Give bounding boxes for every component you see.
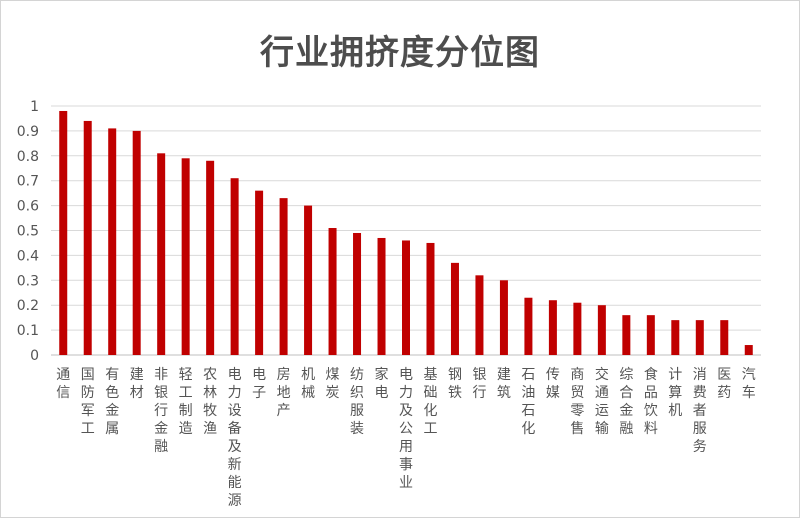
y-tick-label: 0.2 — [17, 298, 39, 314]
x-tick-label: 石油石化 — [521, 367, 535, 437]
bar-5 — [181, 158, 190, 355]
bar-18 — [499, 280, 508, 355]
bar-28 — [744, 345, 753, 355]
bar-12 — [353, 232, 362, 355]
bar-27 — [720, 320, 729, 355]
x-tick-label: 钢铁 — [448, 367, 462, 401]
bar-9 — [279, 198, 288, 355]
bar-1 — [83, 120, 92, 355]
x-tick-label: 机械 — [301, 367, 315, 401]
y-tick-label: 0.5 — [17, 224, 39, 240]
bar-2 — [108, 128, 117, 355]
bar-16 — [450, 262, 459, 355]
bar-7 — [230, 178, 239, 355]
y-tick-label: 0.3 — [17, 273, 39, 289]
x-tick-label: 纺织服装 — [350, 367, 364, 437]
x-tick-label: 医药 — [717, 367, 731, 401]
x-tick-label: 建材 — [130, 367, 144, 401]
x-tick-label: 农林牧渔 — [203, 367, 217, 437]
x-tick-label: 电力及公用事业 — [399, 367, 413, 491]
x-tick-label: 综合金融 — [619, 367, 633, 437]
bar-4 — [157, 153, 166, 355]
x-tick-label: 有色金属 — [105, 367, 119, 437]
x-tick-label: 国防军工 — [81, 367, 95, 437]
x-tick-label: 电子 — [252, 367, 266, 401]
bar-13 — [377, 237, 386, 355]
x-tick-label: 电力设备及新能源 — [228, 367, 242, 509]
x-tick-label: 基础化工 — [423, 366, 437, 437]
x-tick-label: 交通运输 — [595, 366, 609, 437]
bar-0 — [59, 110, 68, 355]
x-tick-label: 消费者服务 — [693, 367, 707, 455]
x-tick-label: 煤炭 — [326, 367, 340, 401]
x-tick-label: 计算机 — [668, 367, 682, 419]
bar-15 — [426, 242, 435, 355]
bar-11 — [328, 228, 337, 355]
bar-17 — [475, 275, 484, 355]
y-axis-ticks: 0 0.1 0.2 0.3 0.4 0.5 0.6 0.7 0.8 0.9 1 — [17, 99, 39, 364]
x-tick-label: 食品饮料 — [644, 366, 658, 437]
bar-10 — [304, 205, 313, 355]
x-axis-labels: 通信国防军工有色金属建材非银行金融轻工制造农林牧渔电力设备及新能源电子房地产机械… — [56, 366, 756, 509]
bar-21 — [573, 302, 582, 355]
x-tick-label: 建筑 — [497, 367, 511, 401]
y-tick-label: 0.9 — [17, 124, 39, 140]
x-tick-label: 轻工制造 — [179, 367, 193, 437]
y-tick-label: 0.8 — [17, 149, 39, 165]
x-tick-label: 房地产 — [277, 367, 291, 419]
x-tick-label: 银行 — [472, 367, 486, 401]
y-tick-label: 0 — [30, 348, 39, 364]
chart-title: 行业拥挤度分位图 — [260, 33, 540, 73]
bar-23 — [622, 315, 631, 355]
bar-25 — [671, 320, 680, 355]
bar-22 — [597, 305, 606, 355]
x-tick-label: 非银行金融 — [154, 367, 168, 455]
y-tick-label: 0.6 — [17, 199, 39, 215]
bar-26 — [695, 320, 704, 355]
y-tick-label: 1 — [30, 99, 39, 115]
x-tick-label: 汽车 — [742, 367, 756, 401]
x-tick-label: 家电 — [375, 366, 389, 401]
bar-8 — [255, 190, 264, 355]
bar-6 — [206, 160, 215, 355]
x-tick-label: 通信 — [56, 367, 70, 401]
y-tick-label: 0.4 — [17, 248, 39, 264]
y-tick-label: 0.7 — [17, 174, 39, 190]
bars — [59, 110, 753, 355]
x-tick-label: 传媒 — [546, 367, 560, 401]
bar-20 — [548, 300, 557, 355]
bar-3 — [132, 130, 141, 355]
x-tick-label: 商贸零售 — [570, 367, 584, 437]
y-tick-label: 0.1 — [17, 323, 39, 339]
bar-19 — [524, 297, 533, 355]
bar-24 — [646, 315, 655, 355]
bar-14 — [402, 240, 410, 355]
